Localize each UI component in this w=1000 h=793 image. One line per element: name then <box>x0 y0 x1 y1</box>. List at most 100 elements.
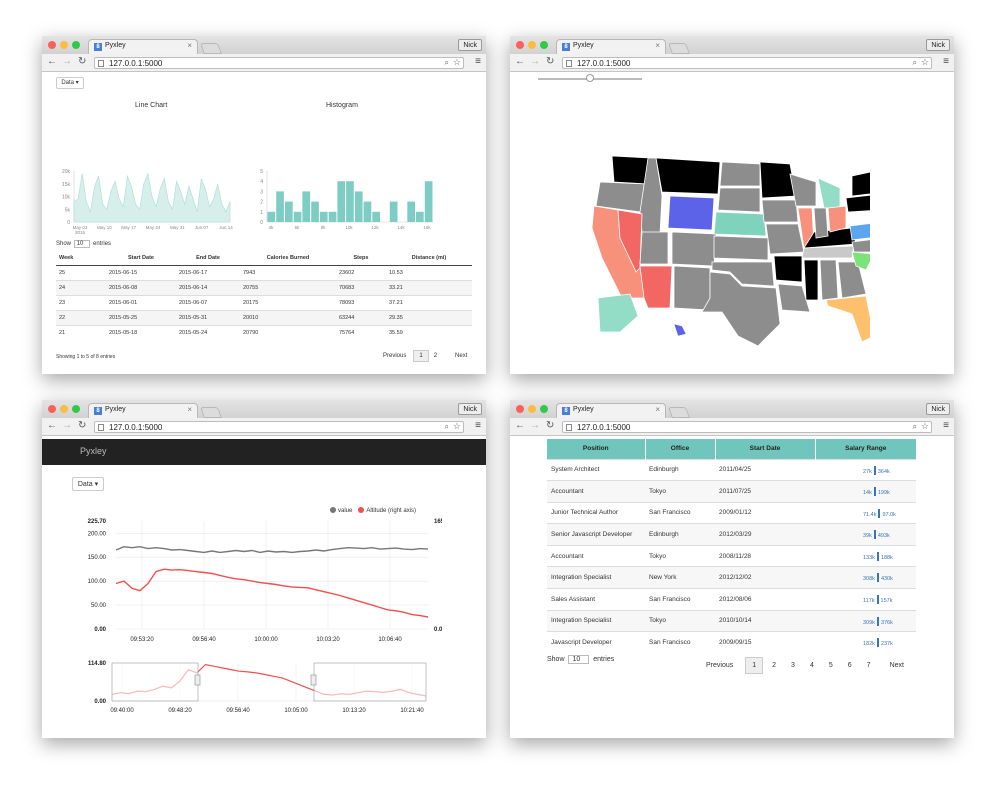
new-tab-button[interactable] <box>667 407 691 418</box>
column-header[interactable]: Start Date <box>106 252 176 266</box>
pagination-page[interactable]: 5 <box>828 662 833 669</box>
slider-handle[interactable] <box>586 74 594 82</box>
close-tab-icon[interactable]: × <box>187 41 192 50</box>
maximize-window-icon[interactable] <box>72 405 80 413</box>
close-window-icon[interactable] <box>48 41 56 49</box>
star-icon[interactable]: ☆ <box>452 57 461 67</box>
profile-button[interactable]: Nick <box>458 403 482 415</box>
address-bar[interactable]: 127.0.0.1:5000 ⌕ ☆ <box>94 421 464 433</box>
salary-bar-icon <box>876 551 879 561</box>
forward-arrow-icon[interactable]: → <box>62 56 72 67</box>
minimize-window-icon[interactable] <box>60 41 68 49</box>
legend-item[interactable]: Altitude (right axis) <box>358 507 416 514</box>
reload-icon[interactable]: ↻ <box>546 56 555 67</box>
forward-arrow-icon[interactable]: → <box>530 420 540 431</box>
search-icon[interactable]: ⌕ <box>912 58 917 67</box>
legend-item[interactable]: value <box>330 507 352 514</box>
column-header[interactable]: Calories Burned <box>240 252 336 266</box>
close-window-icon[interactable] <box>48 405 56 413</box>
url-text[interactable]: 127.0.0.1:5000 <box>109 59 163 68</box>
minimize-window-icon[interactable] <box>528 41 536 49</box>
column-header[interactable]: Steps <box>336 252 386 266</box>
minimize-window-icon[interactable] <box>528 405 536 413</box>
address-bar[interactable]: 127.0.0.1:5000 ⌕ ☆ <box>562 421 932 433</box>
page-length-select[interactable]: 10 <box>568 655 590 664</box>
address-bar[interactable]: 127.0.0.1:5000 ⌕ ☆ <box>94 57 464 69</box>
pagination-page[interactable]: 3 <box>791 662 795 669</box>
back-arrow-icon[interactable]: ← <box>515 420 525 431</box>
pagination-page[interactable]: 1 <box>413 350 429 362</box>
forward-arrow-icon[interactable]: → <box>530 56 540 67</box>
profile-button[interactable]: Nick <box>458 39 482 51</box>
map-state-mo <box>765 223 805 255</box>
close-tab-icon[interactable]: × <box>187 405 192 414</box>
search-icon[interactable]: ⌕ <box>444 58 449 67</box>
search-icon[interactable]: ⌕ <box>444 422 449 431</box>
browser-tab[interactable]: 8 Pyxley × <box>556 403 666 418</box>
menu-icon[interactable]: ≡ <box>943 420 949 431</box>
browser-tab[interactable]: 8 Pyxley × <box>88 403 198 418</box>
browser-tab[interactable]: 8 Pyxley × <box>88 39 198 54</box>
close-window-icon[interactable] <box>516 41 524 49</box>
maximize-window-icon[interactable] <box>540 41 548 49</box>
browser-tab[interactable]: 8 Pyxley × <box>556 39 666 54</box>
new-tab-button[interactable] <box>199 43 223 54</box>
reload-icon[interactable]: ↻ <box>546 420 555 431</box>
salary-bar-icon <box>876 573 879 583</box>
histogram-bar <box>354 191 363 222</box>
pagination-page[interactable]: 2 <box>772 662 777 669</box>
pagination-page[interactable]: 1 <box>745 657 764 674</box>
column-header[interactable]: End Date <box>176 252 240 266</box>
star-icon[interactable]: ☆ <box>920 421 929 431</box>
profile-button[interactable]: Nick <box>926 403 950 415</box>
column-header[interactable]: Week <box>56 252 106 266</box>
maximize-window-icon[interactable] <box>540 405 548 413</box>
back-arrow-icon[interactable]: ← <box>515 56 525 67</box>
column-header[interactable]: Distance (mi) <box>386 252 472 266</box>
pagination-page[interactable]: 7 <box>866 662 871 669</box>
data-dropdown-button[interactable]: Data ▾ <box>72 477 104 491</box>
reload-icon[interactable]: ↻ <box>78 56 87 67</box>
pagination-previous[interactable]: Previous <box>706 662 734 669</box>
salary-range-bar: 14k 199k <box>863 487 890 497</box>
column-header[interactable]: Office <box>645 439 716 459</box>
forward-arrow-icon[interactable]: → <box>62 420 72 431</box>
new-tab-button[interactable] <box>199 407 223 418</box>
back-arrow-icon[interactable]: ← <box>47 56 57 67</box>
menu-icon[interactable]: ≡ <box>943 56 949 67</box>
column-header[interactable]: Start Date <box>715 439 816 459</box>
page-length-select[interactable]: 10 <box>73 240 91 248</box>
menu-icon[interactable]: ≡ <box>475 420 481 431</box>
pagination-page[interactable]: 2 <box>433 353 438 359</box>
histogram-bar <box>424 181 433 222</box>
histogram-bar <box>363 201 372 222</box>
back-arrow-icon[interactable]: ← <box>47 420 57 431</box>
column-header[interactable]: Position <box>547 439 646 459</box>
pagination-previous[interactable]: Previous <box>383 353 407 359</box>
pagination-next[interactable]: Next <box>889 662 904 669</box>
url-text[interactable]: 127.0.0.1:5000 <box>577 423 631 432</box>
reload-icon[interactable]: ↻ <box>78 420 87 431</box>
minimize-window-icon[interactable] <box>60 405 68 413</box>
new-tab-button[interactable] <box>667 43 691 54</box>
navbar-title[interactable]: Pyxley <box>80 446 107 456</box>
close-tab-icon[interactable]: × <box>655 41 660 50</box>
url-text[interactable]: 127.0.0.1:5000 <box>577 59 631 68</box>
search-icon[interactable]: ⌕ <box>912 422 917 431</box>
close-tab-icon[interactable]: × <box>655 405 660 414</box>
altitude-brush-chart[interactable]: 114.80 0.00 09:40:00 09:48:20 09:56:40 10:05:… <box>76 655 442 735</box>
menu-icon[interactable]: ≡ <box>475 56 481 67</box>
x-tick-label: 10:13:20 <box>342 708 366 714</box>
column-header[interactable]: Salary Range <box>815 439 916 459</box>
data-dropdown-button[interactable]: Data ▾ <box>56 77 84 89</box>
pagination-next[interactable]: Next <box>455 353 468 359</box>
close-window-icon[interactable] <box>516 405 524 413</box>
profile-button[interactable]: Nick <box>926 39 950 51</box>
url-text[interactable]: 127.0.0.1:5000 <box>109 423 163 432</box>
pagination-page[interactable]: 4 <box>809 662 814 669</box>
address-bar[interactable]: 127.0.0.1:5000 ⌕ ☆ <box>562 57 932 69</box>
pagination-page[interactable]: 6 <box>847 662 852 669</box>
star-icon[interactable]: ☆ <box>920 57 929 67</box>
star-icon[interactable]: ☆ <box>452 421 461 431</box>
maximize-window-icon[interactable] <box>72 41 80 49</box>
